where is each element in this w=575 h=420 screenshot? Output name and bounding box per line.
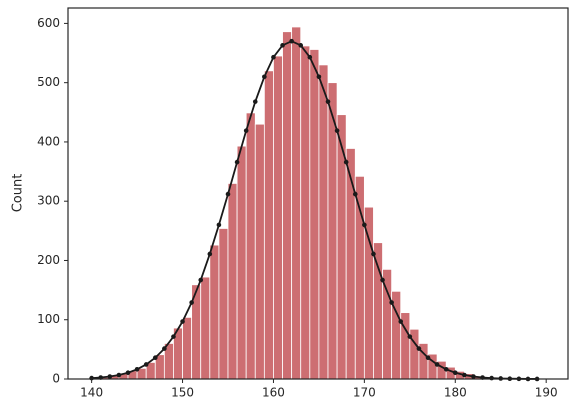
bar — [227, 183, 238, 380]
density-point — [271, 54, 276, 60]
x-tick-label: 170 — [353, 386, 376, 400]
density-point — [352, 191, 358, 197]
bar — [345, 148, 356, 380]
bar — [245, 112, 256, 380]
density-point — [116, 372, 122, 378]
density-point — [471, 374, 476, 379]
bar — [254, 123, 265, 380]
density-point — [134, 366, 140, 372]
density-point — [143, 362, 149, 367]
density-point — [89, 375, 94, 381]
bar — [200, 276, 211, 380]
density-point — [162, 346, 167, 351]
y-axis-label: Count — [11, 174, 26, 213]
bar — [309, 49, 320, 380]
density-point — [425, 355, 431, 361]
density-point — [280, 43, 285, 48]
density-point — [189, 300, 194, 305]
density-point — [316, 74, 322, 80]
density-point — [216, 222, 222, 228]
y-tick-label: 300 — [37, 194, 60, 208]
bar — [209, 244, 220, 380]
x-tick-label: 180 — [444, 386, 467, 400]
bar — [273, 55, 283, 380]
density-point — [398, 319, 404, 324]
y-tick-label: 0 — [52, 372, 60, 386]
density-point — [462, 372, 467, 378]
y-tick-label: 400 — [37, 134, 60, 148]
density-point — [334, 128, 340, 133]
density-point — [452, 370, 458, 376]
density-point — [362, 222, 367, 228]
density-point — [262, 74, 267, 80]
bar — [291, 26, 302, 380]
bar — [282, 31, 293, 380]
density-point — [407, 334, 413, 339]
y-tick-label: 100 — [37, 312, 60, 326]
density-point — [371, 251, 376, 257]
density-point — [125, 370, 131, 376]
density-point — [489, 375, 494, 381]
density-point — [298, 43, 304, 48]
density-point — [325, 99, 331, 104]
density-point — [343, 159, 349, 165]
bar — [373, 242, 383, 380]
bar — [263, 70, 274, 380]
x-tick-label: 140 — [80, 386, 103, 400]
x-tick-label: 150 — [171, 386, 194, 400]
bar — [236, 145, 247, 380]
density-point — [234, 159, 240, 165]
density-point — [107, 374, 113, 379]
bar — [218, 228, 229, 380]
bar — [300, 45, 311, 380]
density-point — [434, 362, 440, 367]
x-tick-label: 190 — [535, 386, 558, 400]
density-point — [198, 277, 204, 283]
density-point — [225, 191, 231, 197]
density-point — [416, 346, 422, 351]
density-point — [171, 334, 176, 339]
bar — [363, 206, 374, 380]
y-tick-label: 200 — [37, 253, 60, 267]
y-tick-label: 600 — [37, 16, 60, 30]
density-point — [180, 319, 185, 324]
bar — [182, 316, 193, 380]
density-point — [307, 54, 313, 60]
density-point — [389, 300, 394, 305]
density-point — [289, 38, 294, 44]
bar — [318, 64, 329, 380]
plot-frame — [67, 7, 569, 380]
density-point — [207, 251, 213, 257]
y-tick-label: 500 — [37, 75, 60, 89]
density-point — [443, 366, 449, 372]
density-point — [243, 128, 249, 133]
density-point — [252, 99, 258, 104]
density-point — [152, 355, 158, 361]
density-point — [380, 277, 385, 283]
x-tick-label: 160 — [262, 386, 285, 400]
